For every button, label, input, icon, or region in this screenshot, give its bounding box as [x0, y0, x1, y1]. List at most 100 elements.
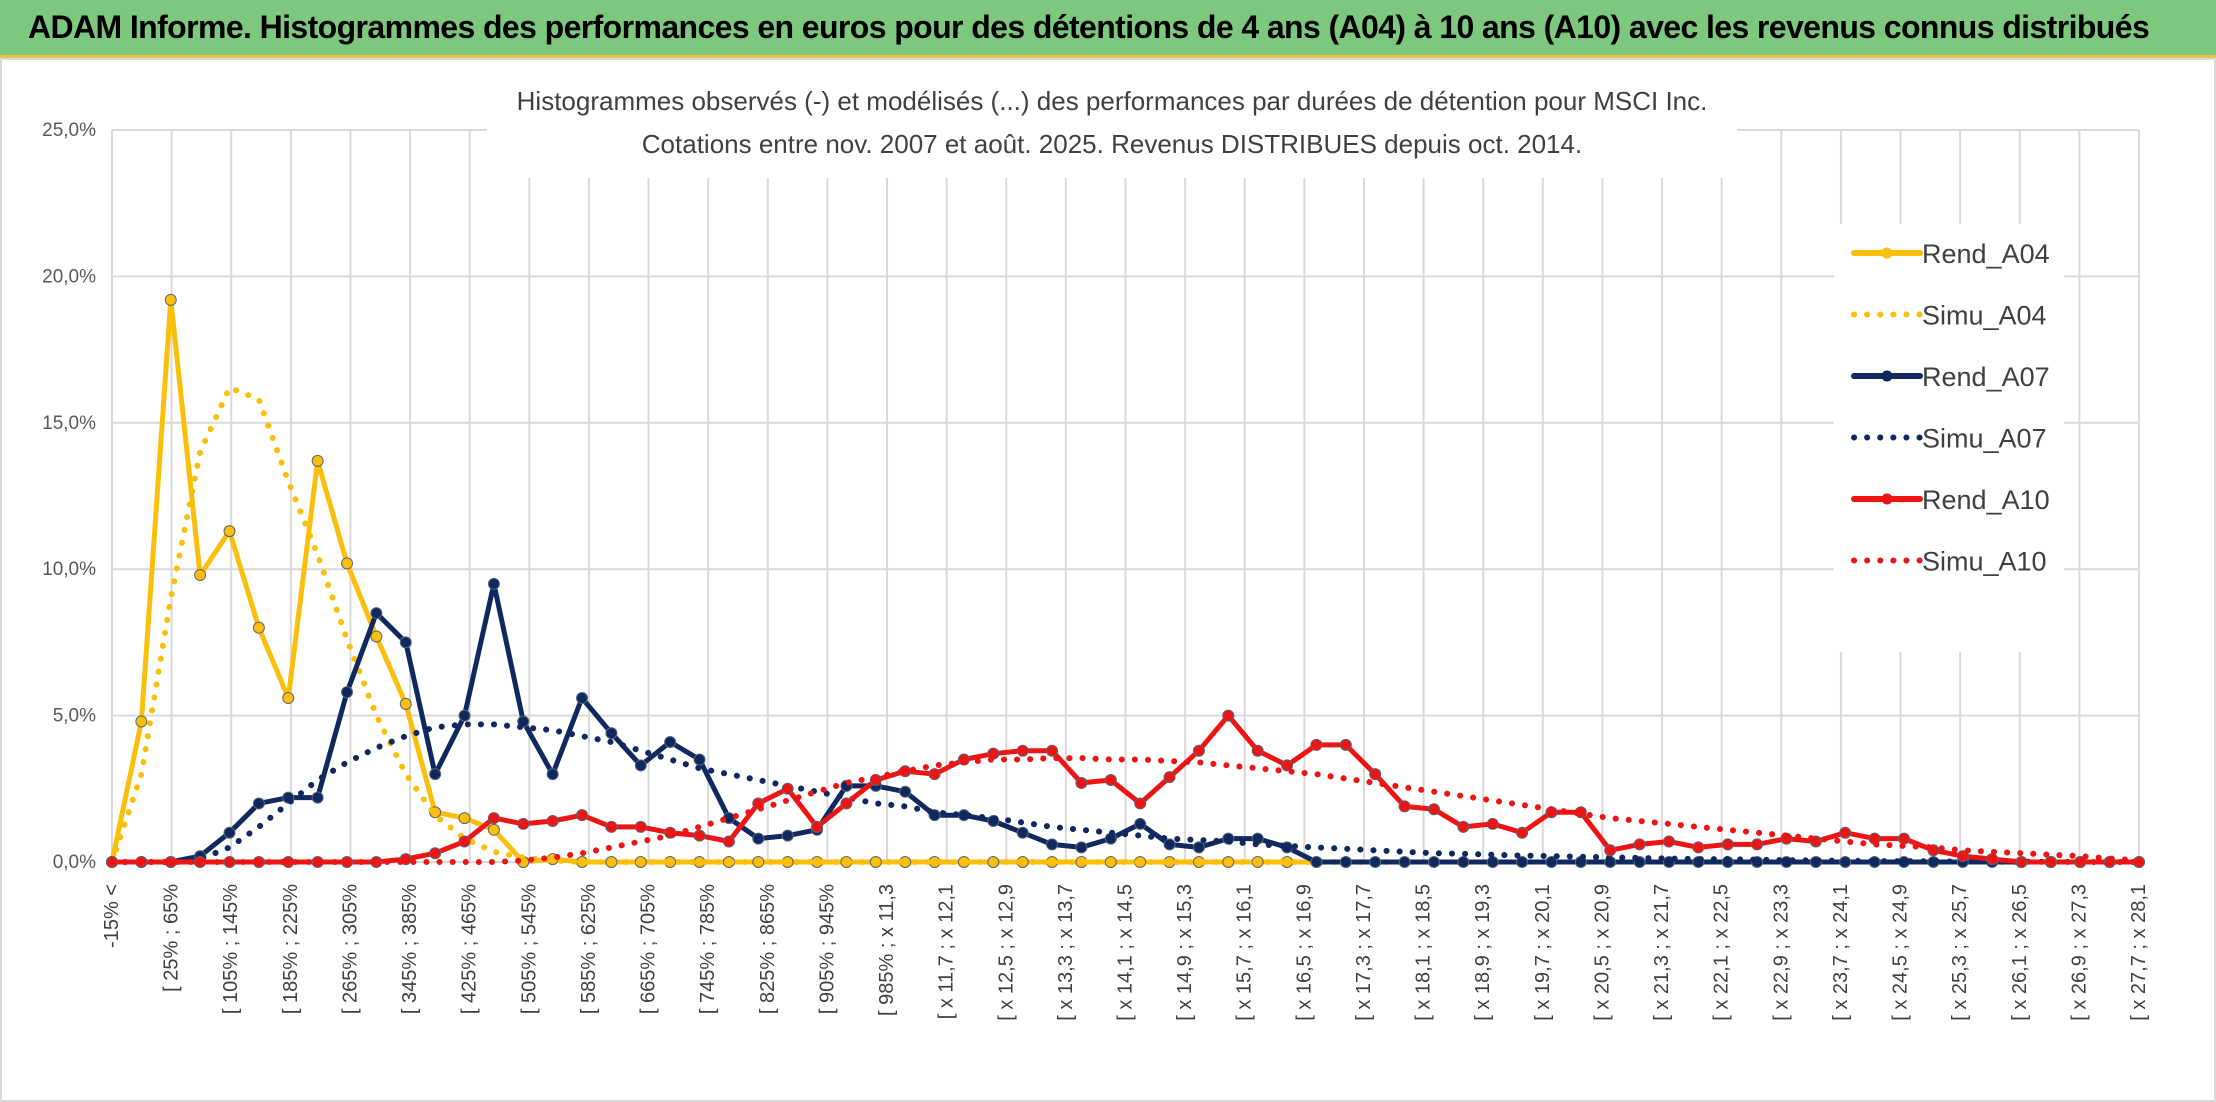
series-point-rend-a07 — [1427, 856, 1440, 868]
histogram-chart: 0,0% 5,0% 10,0% 15,0% 20,0% 25,0% -15% < [ 25% … — [42, 60, 2150, 1021]
series-point-rend-a07 — [752, 832, 765, 845]
x-tick-label: [ x 22,1 ; x 22,5 — [1711, 884, 1733, 1021]
x-tick-label: [ x 18,9 ; x 19,3 — [1472, 884, 1494, 1021]
x-tick-label: [ 985% ; x 11,3 — [876, 884, 898, 1016]
series-point-rend-a10 — [811, 820, 824, 833]
series-point-rend-a10 — [1369, 768, 1382, 781]
series-point-rend-a10 — [1075, 776, 1088, 789]
x-tick-label: [ x 23,7 ; x 24,1 — [1830, 884, 1852, 1021]
series-point-rend-a07 — [1398, 856, 1411, 868]
series-point-rend-a07 — [341, 686, 354, 699]
series-point-rend-a07 — [546, 768, 559, 781]
series-point-rend-a10 — [1457, 820, 1470, 833]
x-tick-label: [ x 18,1 ; x 18,5 — [1413, 884, 1435, 1021]
series-point-rend-a10 — [1897, 832, 1910, 845]
chart-title: Histogrammes observés (-) et modélisés (… — [517, 86, 1708, 116]
series-point-rend-a07 — [1134, 817, 1147, 830]
x-tick-label: [ x 11,7 ; x 12,1 — [936, 884, 958, 1019]
y-tick-label: 0,0% — [53, 852, 96, 873]
x-tick-label: [ x 27,7 ; x 28,1 — [2128, 884, 2150, 1021]
legend-box — [1834, 224, 2064, 652]
series-point-rend-a07 — [311, 791, 324, 804]
series-point-rend-a10 — [1662, 835, 1675, 848]
series-point-rend-a04 — [341, 557, 354, 570]
series-point-rend-a04 — [135, 715, 148, 728]
series-point-rend-a04 — [370, 630, 383, 643]
series-point-rend-a10 — [1604, 844, 1617, 857]
x-tick-label: [ x 12,5 ; x 12,9 — [995, 884, 1017, 1021]
series-point-rend-a07 — [252, 797, 265, 810]
series-point-rend-a07 — [1192, 841, 1205, 854]
y-tick-label: 25,0% — [42, 120, 96, 141]
report-banner: ADAM Informe. Histogrammes des performan… — [0, 0, 2216, 58]
series-point-rend-a07 — [693, 753, 706, 766]
series-point-rend-a10 — [840, 797, 853, 810]
series-point-rend-a07 — [634, 759, 647, 772]
series-point-rend-a10 — [1339, 738, 1352, 751]
series-point-rend-a07 — [1046, 838, 1059, 851]
series-point-rend-a10 — [1016, 744, 1029, 757]
series-point-rend-a07 — [1310, 856, 1323, 868]
series-point-rend-a07 — [370, 607, 383, 620]
series-point-rend-a04 — [164, 293, 177, 306]
series-point-rend-a04 — [399, 697, 412, 710]
x-tick-label: [ 185% ; 225% — [280, 884, 302, 1014]
legend-marker-rend-a07 — [1881, 370, 1893, 382]
title-background — [487, 60, 1737, 178]
series-point-rend-a10 — [2074, 856, 2087, 868]
x-tick-label: [ x 26,1 ; x 26,5 — [2009, 884, 2031, 1021]
x-tick-label: [ 105% ; 145% — [220, 884, 242, 1014]
x-tick-label: [ x 20,5 ; x 20,9 — [1591, 884, 1613, 1021]
series-point-rend-a04 — [458, 812, 471, 825]
series-point-rend-a10 — [2015, 856, 2028, 868]
chart-subtitle: Cotations entre nov. 2007 et août. 2025.… — [642, 129, 1582, 159]
series-point-rend-a10 — [2044, 856, 2057, 868]
series-point-rend-a07 — [1339, 856, 1352, 868]
y-tick-label: 20,0% — [42, 266, 96, 287]
series-point-rend-a07 — [399, 636, 412, 649]
x-tick-label: [ x 15,7 ; x 16,1 — [1234, 884, 1256, 1021]
banner-title: ADAM Informe. Histogrammes des performan… — [28, 9, 2150, 45]
series-point-rend-a10 — [928, 768, 941, 781]
legend-marker-rend-a10 — [1881, 493, 1893, 505]
x-tick-label: [ 425% ; 465% — [459, 884, 481, 1014]
y-tick-label: 10,0% — [42, 559, 96, 580]
series-line-simu-a04 — [109, 384, 1408, 865]
x-tick-label: [ x 26,9 ; x 27,3 — [2068, 884, 2090, 1021]
series-line-simu-a07 — [109, 721, 2142, 865]
series-point-rend-a10 — [1839, 826, 1852, 839]
x-tick-label: [ x 25,3 ; x 25,7 — [1949, 884, 1971, 1021]
series-point-rend-a07 — [1075, 841, 1088, 854]
series-point-rend-a10 — [1192, 744, 1205, 757]
x-tick-label: [ x 14,9 ; x 15,3 — [1174, 884, 1196, 1021]
series-point-rend-a10 — [1281, 759, 1294, 772]
x-tick-label: [ 665% ; 705% — [638, 884, 660, 1014]
series-line-rend-a10 — [109, 713, 2142, 865]
series-point-rend-a07 — [781, 829, 794, 842]
series-point-rend-a10 — [1163, 771, 1176, 784]
x-tick-label: [ 585% ; 625% — [578, 884, 600, 1014]
series-point-rend-a07 — [899, 785, 912, 798]
series-point-rend-a04 — [194, 569, 207, 582]
gridlines — [111, 129, 2140, 863]
series-point-rend-a10 — [1251, 744, 1264, 757]
legend-label-simu-a07: Simu_A07 — [1922, 424, 2047, 454]
series-point-rend-a07 — [1486, 856, 1499, 868]
series-point-rend-a07 — [1457, 856, 1470, 868]
series-point-rend-a07 — [576, 692, 589, 705]
series-point-rend-a10 — [1516, 826, 1529, 839]
series-point-rend-a04 — [252, 621, 265, 634]
x-tick-label: [ 825% ; 865% — [757, 884, 779, 1014]
x-tick-label: [ x 21,3 ; x 21,7 — [1651, 884, 1673, 1021]
x-tick-label: [ 905% ; 945% — [816, 884, 838, 1014]
series-point-rend-a10 — [634, 820, 647, 833]
series-point-rend-a10 — [429, 847, 442, 860]
y-tick-label: 5,0% — [53, 706, 96, 727]
legend-label-rend-a10: Rend_A10 — [1922, 485, 2050, 515]
x-tick-label: [ x 17,3 ; x 17,7 — [1353, 884, 1375, 1021]
series-point-rend-a10 — [1721, 838, 1734, 851]
series-point-rend-a10 — [1134, 797, 1147, 810]
series-point-rend-a07 — [1369, 856, 1382, 868]
x-tick-label: [ 505% ; 545% — [518, 884, 540, 1014]
x-tick-label: [ 25% ; 65% — [161, 884, 183, 992]
